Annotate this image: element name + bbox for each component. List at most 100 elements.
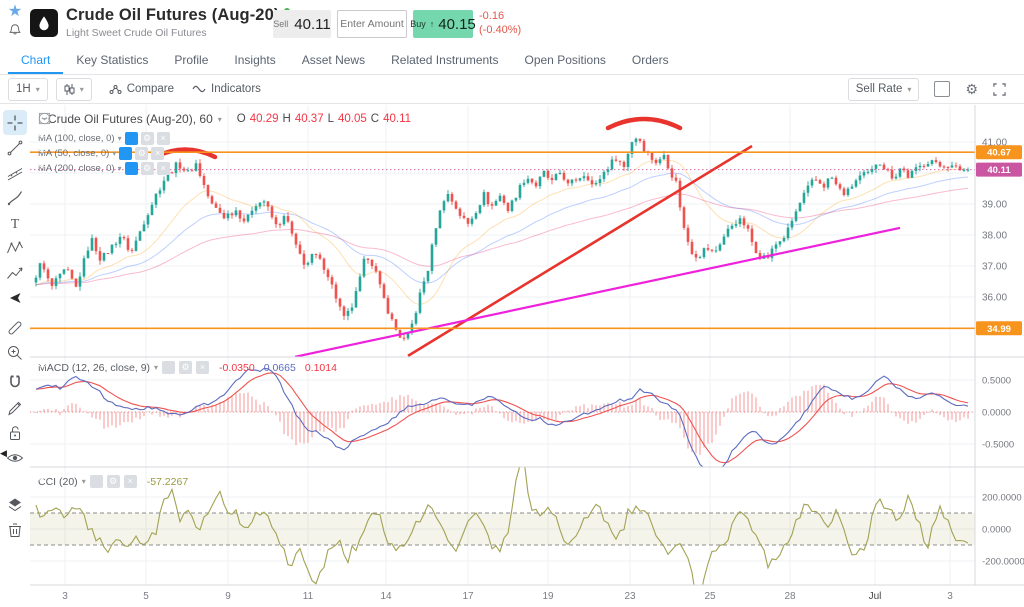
svg-text:38.00: 38.00 — [982, 231, 1007, 242]
brush-tool-icon[interactable] — [3, 185, 27, 210]
low-value: 40.05 — [338, 113, 367, 125]
close-icon[interactable]: × — [123, 475, 137, 488]
amount-input[interactable] — [337, 10, 407, 38]
settings-icon[interactable]: ⚙ — [106, 475, 120, 488]
svg-text:5: 5 — [143, 591, 149, 602]
compare-icon — [109, 84, 122, 95]
close-icon[interactable]: × — [156, 161, 170, 175]
ohlc-values: O 40.29 H 40.37 L 40.05 C 40.11 — [236, 113, 412, 125]
favorite-star-icon[interactable]: ★ — [7, 3, 23, 20]
gear-icon[interactable]: ⚙ — [965, 81, 978, 97]
cci-label: CCI (20) — [38, 475, 78, 488]
ma-label: MA (100, close, 0) — [38, 132, 115, 144]
svg-text:200.0000: 200.0000 — [982, 493, 1022, 504]
indicators-wave-icon — [192, 85, 206, 93]
svg-text:40.67: 40.67 — [987, 148, 1011, 159]
interval-dropdown[interactable]: 1H ▾ — [8, 77, 48, 101]
price-chart-canvas[interactable]: 41.00 39.00 38.00 37.00 36.00 40.67 40.11 34.99… — [30, 105, 1024, 607]
collapse-sidebar-arrow[interactable]: ◀ — [0, 448, 7, 458]
series-title: Crude Oil Futures (Aug-20), 60 — [48, 112, 213, 126]
high-value: 40.37 — [294, 113, 324, 125]
rate-type-value: Sell Rate — [855, 83, 903, 95]
tab-open-positions[interactable]: Open Positions — [524, 53, 606, 67]
change-pct: (-0.40%) — [479, 24, 522, 36]
eye-icon[interactable] — [38, 161, 138, 175]
alert-bell-icon[interactable] — [5, 23, 25, 42]
remove-all-tool-icon[interactable] — [3, 517, 27, 542]
main-series-legend[interactable]: Crude Oil Futures (Aug-20), 60 ▾ O 40.29 … — [38, 112, 411, 126]
indicators-button[interactable]: Indicators — [192, 83, 261, 95]
cursor-arrow-tool-icon[interactable] — [3, 285, 27, 310]
price-change: -0.16 (-0.40%) — [479, 9, 521, 37]
chevron-down-icon: ▾ — [79, 84, 84, 94]
chevron-down-icon: ▾ — [117, 163, 122, 173]
tab-orders[interactable]: Orders — [631, 53, 669, 67]
trend-line-tool-icon[interactable] — [3, 135, 27, 160]
macd-legend[interactable]: MACD (12, 26, close, 9) ▾ ⚙ × -0.0350 0.… — [38, 361, 337, 374]
svg-text:14: 14 — [380, 591, 392, 602]
instrument-title: Crude Oil Futures (Aug-20) — [66, 6, 280, 24]
close-value: 40.11 — [383, 113, 412, 125]
magnet-tool-icon[interactable] — [3, 370, 27, 395]
lock-all-tool-icon[interactable] — [3, 420, 27, 445]
svg-text:3: 3 — [62, 591, 68, 602]
close-icon[interactable]: × — [151, 146, 165, 160]
forecast-tool-icon[interactable] — [3, 260, 27, 285]
tab-profile[interactable]: Profile — [174, 53, 209, 67]
tab-asset-news[interactable]: Asset News — [301, 53, 366, 67]
fullscreen-icon[interactable] — [993, 82, 1006, 96]
fib-retracement-tool-icon[interactable] — [3, 160, 27, 185]
ma-200-legend[interactable]: MA (200, close, 0) ▾ ⚙ × — [38, 161, 170, 175]
svg-text:0.0000: 0.0000 — [982, 525, 1011, 536]
ma-label: MA (50, close, 0) — [38, 147, 110, 159]
svg-text:11: 11 — [303, 591, 314, 602]
tab-related-instruments[interactable]: Related Instruments — [391, 53, 499, 67]
ma-50-legend[interactable]: MA (50, close, 0) ▾ ⚙ × — [38, 146, 165, 160]
edit-tool-icon[interactable] — [3, 395, 27, 420]
snapshot-icon[interactable] — [934, 81, 951, 97]
settings-icon[interactable]: ⚙ — [140, 131, 154, 145]
compare-label: Compare — [126, 83, 175, 95]
tab-insights[interactable]: Insights — [234, 53, 276, 67]
close-icon[interactable]: × — [156, 131, 170, 145]
rate-type-dropdown[interactable]: Sell Rate ▾ — [847, 77, 920, 101]
zoom-in-tool-icon[interactable] — [3, 340, 27, 365]
sell-button[interactable]: Sell 40.11 — [273, 10, 331, 38]
svg-text:34.99: 34.99 — [987, 324, 1011, 335]
ma-100-legend[interactable]: MA (100, close, 0) ▾ ⚙ × — [38, 131, 170, 145]
svg-text:T: T — [11, 217, 20, 232]
chevron-down-icon: ▾ — [907, 84, 912, 94]
chevron-down-icon: ▾ — [112, 148, 117, 158]
measure-tool-icon[interactable] — [3, 315, 27, 340]
eye-icon[interactable] — [38, 131, 138, 145]
eye-icon[interactable] — [38, 361, 176, 374]
compare-button[interactable]: Compare — [109, 83, 174, 95]
buy-arrow-icon: ↑ — [429, 19, 435, 29]
cci-legend[interactable]: CCI (20) ▾ ⚙ × -57.2267 — [38, 475, 188, 488]
cci-value: -57.2267 — [146, 475, 189, 488]
tab-chart[interactable]: Chart — [8, 48, 64, 74]
svg-text:28: 28 — [784, 591, 796, 602]
indicators-label: Indicators — [211, 83, 261, 95]
svg-text:36.00: 36.00 — [982, 293, 1007, 304]
chevron-down-icon: ▾ — [117, 133, 122, 143]
oil-barrel-logo — [30, 9, 58, 37]
crosshair-tool-icon[interactable] — [3, 110, 27, 135]
close-icon[interactable]: × — [196, 361, 210, 374]
xabcd-pattern-tool-icon[interactable] — [3, 235, 27, 260]
hide-all-tool-icon[interactable] — [3, 445, 27, 470]
object-tree-tool-icon[interactable] — [3, 492, 27, 517]
buy-price: 40.15 — [438, 15, 476, 33]
settings-icon[interactable]: ⚙ — [140, 161, 154, 175]
eye-icon[interactable] — [38, 146, 133, 160]
svg-text:-200.0000: -200.0000 — [982, 557, 1024, 568]
instrument-header: ★ Crude Oil Futures (Aug-20) Light Sweet… — [0, 0, 1024, 48]
buy-button[interactable]: Buy ↑ 40.15 — [410, 10, 476, 38]
text-tool-icon[interactable]: T — [3, 210, 27, 235]
settings-icon[interactable]: ⚙ — [135, 146, 149, 160]
chart-region: 41.00 39.00 38.00 37.00 36.00 40.67 40.11 34.99… — [30, 105, 1024, 607]
tab-key-statistics[interactable]: Key Statistics — [76, 53, 149, 67]
chart-style-dropdown[interactable]: ▾ — [55, 77, 92, 101]
settings-icon[interactable]: ⚙ — [179, 361, 193, 374]
eye-icon[interactable] — [38, 475, 103, 488]
